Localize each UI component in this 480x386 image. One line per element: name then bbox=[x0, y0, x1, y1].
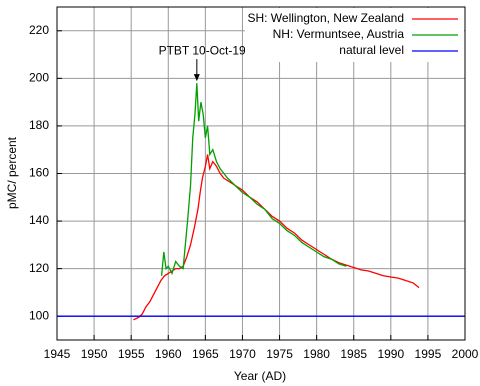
y-tick-label: 220 bbox=[29, 23, 49, 37]
annotation-arrowhead bbox=[193, 74, 200, 82]
data-line bbox=[133, 154, 420, 321]
x-tick-label: 1995 bbox=[415, 347, 442, 361]
annotation: PTBT 10-Oct-1963 bbox=[159, 43, 260, 57]
legend-label: NH: Vermuntsee, Austria bbox=[273, 27, 405, 41]
plot-frame bbox=[56, 6, 466, 341]
legend-label: SH: Wellington, New Zealand bbox=[247, 11, 404, 25]
x-tick-label: 1965 bbox=[192, 347, 219, 361]
y-tick-label: 200 bbox=[29, 71, 49, 85]
x-tick-label: 1960 bbox=[155, 347, 182, 361]
x-tick-label: 1945 bbox=[44, 347, 71, 361]
x-axis-title: Year (AD) bbox=[234, 369, 286, 383]
y-tick-label: 100 bbox=[29, 308, 49, 322]
x-tick-label: 1955 bbox=[118, 347, 145, 361]
x-tick-label: 1950 bbox=[81, 347, 108, 361]
x-tick-label: 1990 bbox=[377, 347, 404, 361]
y-tick-label: 140 bbox=[29, 213, 49, 227]
legend-label: natural level bbox=[339, 43, 404, 57]
x-tick-label: 1975 bbox=[266, 347, 293, 361]
y-tick-label: 180 bbox=[29, 118, 49, 132]
y-tick-label: 120 bbox=[29, 261, 49, 275]
x-tick-label: 1985 bbox=[340, 347, 367, 361]
y-tick-label: 160 bbox=[29, 166, 49, 180]
x-tick-label: 1970 bbox=[229, 347, 256, 361]
x-tick-label: 1980 bbox=[303, 347, 330, 361]
x-tick-label: 2000 bbox=[452, 347, 479, 361]
y-axis-title: pMC/ percent bbox=[5, 136, 19, 209]
data-line bbox=[160, 83, 347, 276]
